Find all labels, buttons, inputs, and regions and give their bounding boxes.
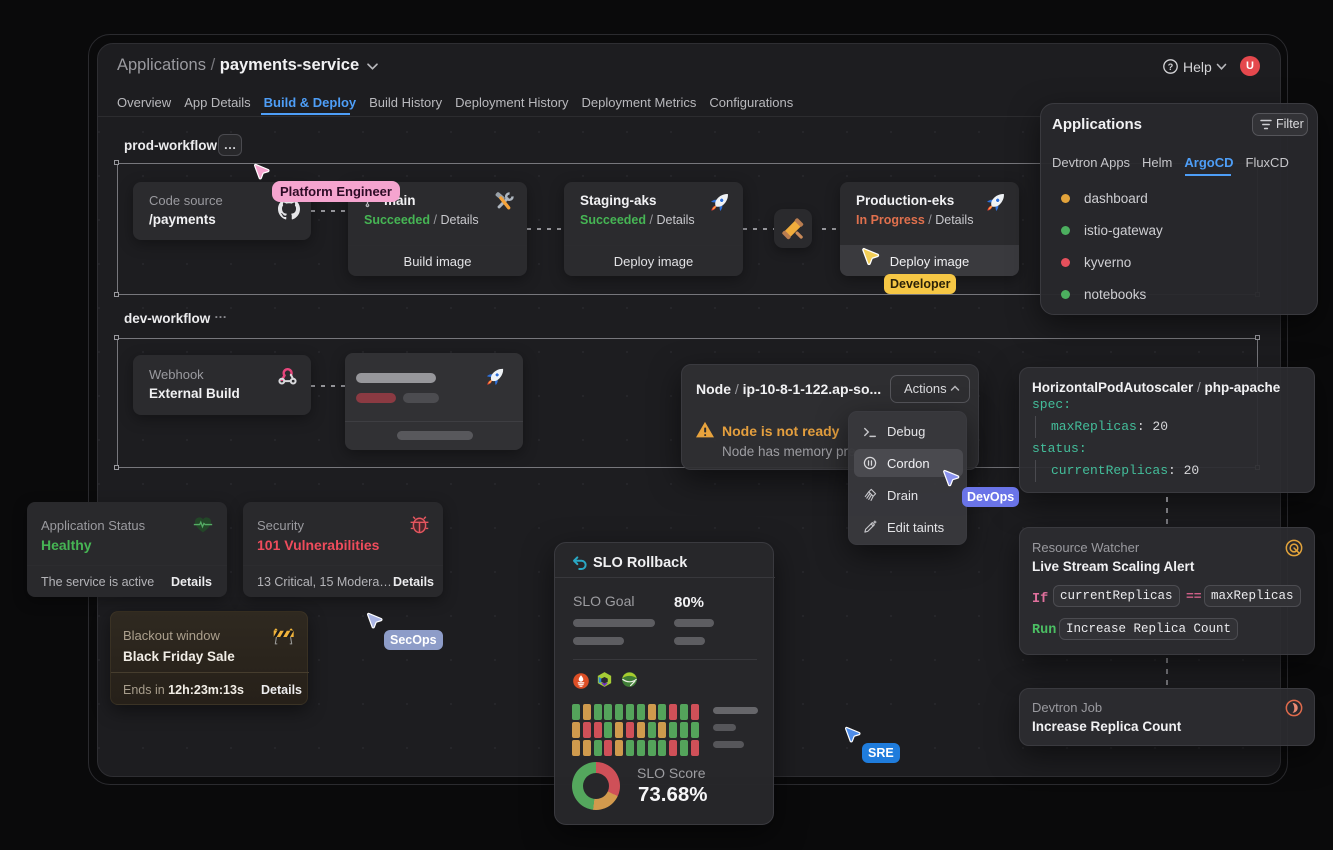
svg-text:?: ? <box>1168 62 1174 72</box>
